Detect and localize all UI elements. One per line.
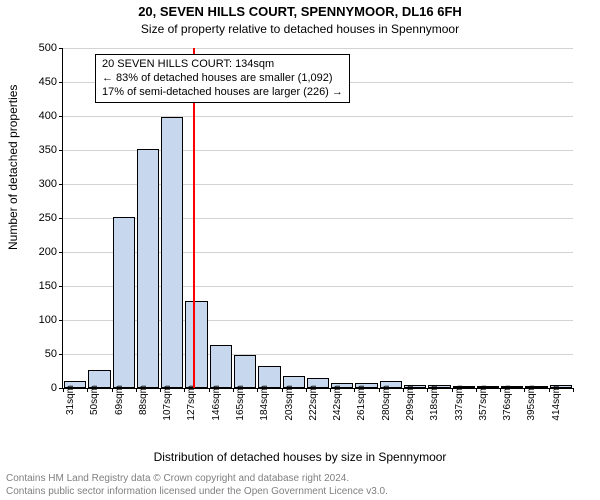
y-tick-label: 250 — [39, 212, 57, 224]
x-tick-label: 376sqm — [502, 385, 513, 421]
x-tick-mark — [573, 388, 574, 392]
chart-title: 20, SEVEN HILLS COURT, SPENNYMOOR, DL16 … — [0, 4, 600, 19]
y-tick-mark — [59, 218, 63, 219]
y-tick-mark — [59, 184, 63, 185]
x-tick-mark — [403, 388, 404, 392]
annotation-box: 20 SEVEN HILLS COURT: 134sqm ← 83% of de… — [95, 54, 350, 103]
y-tick-mark — [59, 48, 63, 49]
x-tick-mark — [306, 388, 307, 392]
x-tick-mark — [500, 388, 501, 392]
histogram-bar — [113, 217, 135, 388]
x-tick-mark — [112, 388, 113, 392]
y-tick-mark — [59, 116, 63, 117]
x-tick-label: 146sqm — [211, 385, 222, 421]
x-tick-mark — [282, 388, 283, 392]
histogram-bar — [185, 301, 207, 388]
y-tick-label: 400 — [39, 110, 57, 122]
x-tick-mark — [549, 388, 550, 392]
x-tick-label: 107sqm — [162, 385, 173, 421]
attribution-footer: Contains HM Land Registry data © Crown c… — [6, 473, 594, 498]
annotation-line-3: 17% of semi-detached houses are larger (… — [102, 86, 343, 100]
x-tick-label: 261sqm — [356, 385, 367, 421]
y-tick-label: 0 — [51, 382, 57, 394]
x-tick-label: 395sqm — [526, 385, 537, 421]
x-tick-label: 203sqm — [284, 385, 295, 421]
y-tick-label: 450 — [39, 76, 57, 88]
x-tick-mark — [63, 388, 64, 392]
annotation-line-1: 20 SEVEN HILLS COURT: 134sqm — [102, 58, 343, 72]
footer-line-2: Contains public sector information licen… — [6, 486, 594, 499]
annotation-line-2: ← 83% of detached houses are smaller (1,… — [102, 72, 343, 86]
x-tick-label: 318sqm — [429, 385, 440, 421]
x-tick-mark — [160, 388, 161, 392]
x-tick-label: 280sqm — [381, 385, 392, 421]
plot-area: 05010015020025030035040045050031sqm50sqm… — [62, 48, 573, 389]
y-tick-label: 100 — [39, 314, 57, 326]
y-tick-label: 150 — [39, 280, 57, 292]
chart-container: 20, SEVEN HILLS COURT, SPENNYMOOR, DL16 … — [0, 0, 600, 500]
y-tick-mark — [59, 354, 63, 355]
y-tick-mark — [59, 252, 63, 253]
x-tick-label: 50sqm — [89, 385, 100, 415]
y-tick-mark — [59, 82, 63, 83]
x-tick-label: 357sqm — [478, 385, 489, 421]
y-tick-mark — [59, 320, 63, 321]
x-tick-mark — [330, 388, 331, 392]
x-tick-label: 31sqm — [65, 385, 76, 415]
x-tick-mark — [209, 388, 210, 392]
chart-subtitle: Size of property relative to detached ho… — [0, 22, 600, 36]
x-tick-mark — [476, 388, 477, 392]
x-tick-label: 242sqm — [332, 385, 343, 421]
gridline — [63, 48, 573, 49]
histogram-bar — [234, 355, 256, 388]
histogram-bar — [161, 117, 183, 388]
x-tick-label: 299sqm — [405, 385, 416, 421]
x-tick-label: 88sqm — [138, 385, 149, 415]
x-tick-mark — [136, 388, 137, 392]
x-tick-label: 184sqm — [259, 385, 270, 421]
x-tick-mark — [233, 388, 234, 392]
x-tick-label: 127sqm — [186, 385, 197, 421]
y-tick-label: 300 — [39, 178, 57, 190]
x-tick-label: 222sqm — [308, 385, 319, 421]
y-axis-label: Number of detached properties — [6, 85, 20, 250]
x-axis-label: Distribution of detached houses by size … — [0, 450, 600, 464]
gridline — [63, 116, 573, 117]
y-tick-label: 200 — [39, 246, 57, 258]
x-tick-label: 414sqm — [551, 385, 562, 421]
histogram-bar — [137, 149, 159, 388]
x-tick-label: 69sqm — [114, 385, 125, 415]
y-tick-label: 50 — [45, 348, 57, 360]
x-tick-label: 165sqm — [235, 385, 246, 421]
y-tick-mark — [59, 286, 63, 287]
histogram-bar — [210, 345, 232, 388]
y-tick-label: 350 — [39, 144, 57, 156]
y-tick-label: 500 — [39, 42, 57, 54]
y-tick-mark — [59, 150, 63, 151]
x-tick-mark — [379, 388, 380, 392]
footer-line-1: Contains HM Land Registry data © Crown c… — [6, 473, 594, 486]
x-tick-mark — [452, 388, 453, 392]
x-tick-label: 337sqm — [454, 385, 465, 421]
